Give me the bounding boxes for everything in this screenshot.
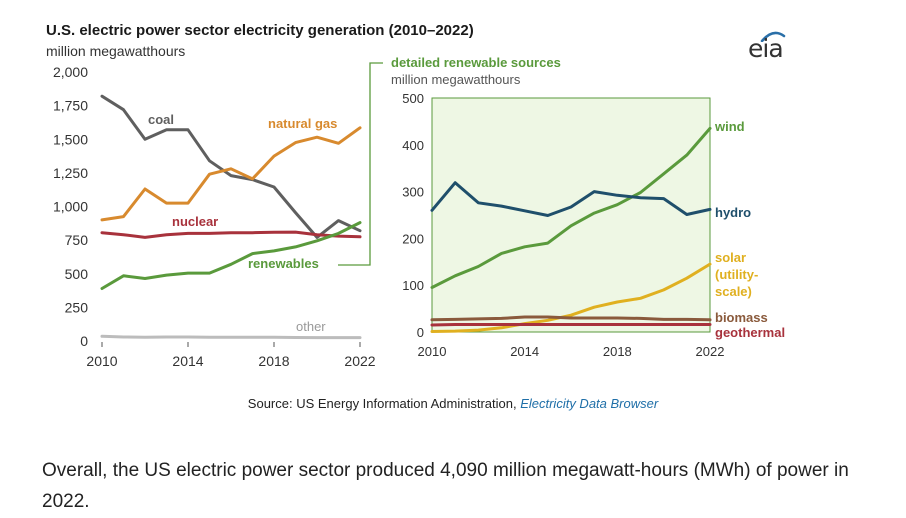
detail-y-tick-label: 200 (402, 231, 424, 246)
detail-y-tick-label: 100 (402, 278, 424, 293)
detail-y-tick-label: 400 (402, 138, 424, 153)
detail-series-line-geothermal (430, 323, 712, 327)
y-tick-label: 1,250 (53, 165, 88, 181)
y-tick-label: 1,000 (53, 199, 88, 215)
x-tick-label: 2022 (344, 353, 375, 369)
x-tick-label: 2014 (172, 353, 203, 369)
renewables-detail-panel (431, 97, 711, 333)
y-tick-label: 0 (80, 333, 88, 349)
detail-series-line-solar (430, 262, 712, 333)
detail-series-line-hydro (430, 181, 712, 217)
detail-y-tick-label: 500 (402, 91, 424, 106)
detail-x-tick-label: 2010 (418, 344, 447, 359)
series-label-renewables: renewables (248, 256, 319, 271)
caption-paragraph: Overall, the US electric power sector pr… (42, 460, 849, 512)
chart-svg: detailed renewable sources million megaw… (53, 55, 785, 369)
series-line-other (100, 334, 362, 340)
series-label-natural_gas: natural gas (268, 116, 337, 131)
series-label-other: other (296, 319, 326, 334)
source-note: Source: US Energy Information Administra… (0, 396, 906, 411)
detail-series-label-hydro: hydro (715, 205, 751, 220)
detail-series-label-solar: scale) (715, 284, 752, 299)
detail-series-label-geothermal: geothermal (715, 325, 785, 340)
detail-y-tick-label: 0 (417, 325, 424, 340)
source-link[interactable]: Electricity Data Browser (520, 396, 659, 411)
eia-logo: eia (748, 34, 784, 63)
y-tick-label: 2,000 (53, 64, 88, 80)
left-y-axis-unit: million megawatthours (46, 43, 186, 59)
detail-series-line-wind (430, 126, 712, 289)
detail-series-line-biomass (430, 315, 712, 322)
series-line-nuclear (100, 230, 362, 239)
detail-panel-title: detailed renewable sources (391, 55, 561, 70)
y-tick-label: 250 (65, 299, 89, 315)
chart-figure: U.S. electric power sector electricity g… (0, 22, 906, 411)
y-tick-label: 1,750 (53, 98, 88, 114)
detail-series-label-solar: solar (715, 250, 746, 265)
series-line-coal (100, 94, 362, 239)
series-line-natural_gas (100, 126, 362, 222)
detail-series-label-wind: wind (714, 119, 745, 134)
series-label-nuclear: nuclear (172, 214, 218, 229)
detail-series-label-solar: (utility- (715, 267, 758, 282)
detail-panel-unit: million megawatthours (391, 72, 521, 87)
source-text: Source: US Energy Information Administra… (247, 396, 521, 411)
x-tick-label: 2010 (86, 353, 117, 369)
y-tick-label: 1,500 (53, 131, 88, 147)
detail-y-tick-label: 300 (402, 185, 424, 200)
detail-bracket-connector (338, 62, 383, 266)
detail-x-tick-label: 2018 (603, 344, 632, 359)
detail-x-tick-label: 2022 (696, 344, 725, 359)
series-line-renewables (100, 221, 362, 290)
chart-title: U.S. electric power sector electricity g… (46, 22, 474, 39)
right-chart: 0 100 200 300 400 500 2010 2014 2018 2022 wind hydr… (402, 91, 785, 359)
left-chart: 0 250 500 750 1,000 1,250 1,500 1,750 2,000 2010 2… (53, 64, 376, 369)
y-tick-label: 750 (65, 232, 89, 248)
series-label-coal: coal (148, 112, 174, 127)
x-tick-label: 2018 (258, 353, 289, 369)
detail-series-label-biomass: biomass (715, 310, 768, 325)
logo-arc-icon (760, 31, 786, 42)
detail-x-tick-label: 2014 (510, 344, 539, 359)
y-tick-label: 500 (65, 266, 89, 282)
